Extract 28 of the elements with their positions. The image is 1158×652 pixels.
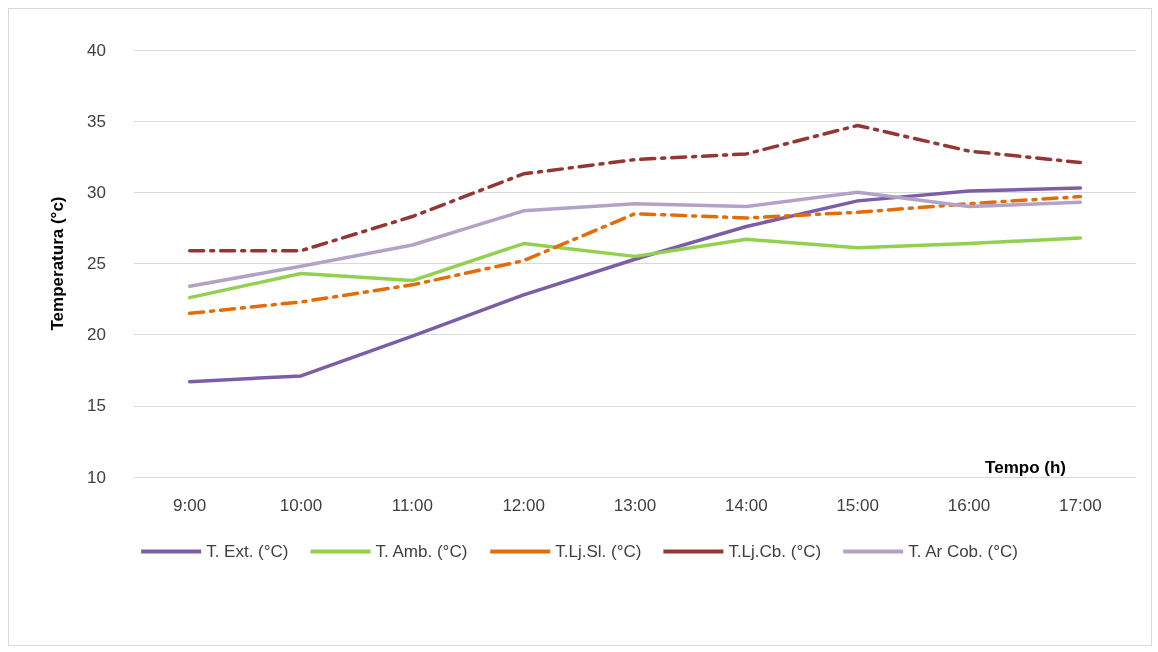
y-tick-label: 10	[87, 467, 106, 487]
y-tick-label: 15	[87, 396, 106, 416]
x-tick-label: 10:00	[279, 496, 323, 515]
x-tick-label: 12:00	[502, 496, 545, 515]
y-tick-label: 40	[87, 40, 106, 60]
line-series	[187, 194, 1083, 316]
legend-label: T. Ar Cob. (°C)	[908, 542, 1018, 561]
x-tick-label: 17:00	[1059, 496, 1102, 515]
y-axis-title: Temperatura (°c)	[48, 196, 67, 331]
line-series	[187, 186, 1083, 384]
y-tick-label: 35	[87, 111, 106, 131]
x-tick-label: 13:00	[613, 496, 657, 515]
legend-label: T. Ext. (°C)	[206, 542, 289, 561]
x-tick-label: 15:00	[836, 496, 879, 515]
legend-label: T.Lj.Cb. (°C)	[728, 542, 822, 561]
x-tick-label: 16:00	[947, 496, 991, 515]
x-axis-title: Tempo (h)	[985, 458, 1067, 477]
line-series	[187, 123, 1083, 253]
y-tick-label: 30	[87, 182, 106, 202]
legend-label: T. Amb. (°C)	[375, 542, 468, 561]
line-series	[187, 236, 1083, 300]
x-tick-label: 14:00	[725, 496, 768, 515]
y-tick-label: 20	[87, 325, 106, 345]
legend-label: T.Lj.Sl. (°C)	[555, 542, 642, 561]
x-tick-label: 9:00	[173, 496, 207, 515]
y-tick-label: 25	[87, 254, 106, 273]
x-tick-label: 11:00	[391, 496, 433, 515]
line-series	[187, 190, 1083, 289]
